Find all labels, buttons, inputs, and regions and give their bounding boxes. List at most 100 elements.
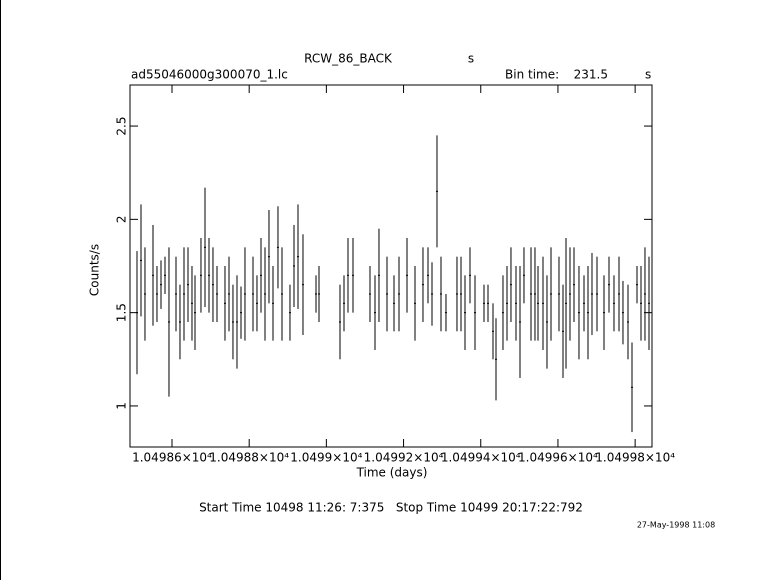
data-point	[572, 284, 575, 286]
data-point	[565, 302, 568, 304]
data-point	[231, 321, 234, 323]
data-point	[612, 302, 615, 304]
data-point	[568, 293, 571, 295]
data-point	[491, 330, 494, 332]
data-point	[152, 274, 155, 276]
data-point	[135, 312, 138, 314]
file-name: ad55046000g300070_1.lc	[131, 68, 288, 82]
data-point	[435, 190, 438, 192]
data-point	[494, 358, 497, 360]
data-point	[392, 302, 395, 304]
data-point	[193, 312, 196, 314]
data-point	[405, 274, 408, 276]
data-point	[640, 302, 643, 304]
data-point	[618, 293, 621, 295]
time-range: Start Time 10498 11:26: 7:375 Stop Time …	[199, 501, 583, 515]
data-point	[587, 312, 590, 314]
data-point	[459, 293, 462, 295]
data-point	[223, 302, 226, 304]
data-point	[187, 284, 190, 286]
data-point	[280, 293, 283, 295]
data-point	[211, 284, 214, 286]
data-point	[271, 302, 274, 304]
data-point	[626, 321, 629, 323]
title-unit: s	[468, 52, 474, 66]
data-point	[621, 312, 624, 314]
data-point	[239, 312, 242, 314]
data-point	[374, 312, 377, 314]
x-tick-label: 1.0499×10⁴	[290, 451, 362, 465]
data-point	[255, 302, 258, 304]
x-tick-label: 1.04996×10⁴	[518, 451, 598, 465]
data-point	[199, 274, 202, 276]
data-point	[297, 256, 300, 258]
data-point	[398, 293, 401, 295]
data-point	[545, 321, 548, 323]
data-point	[509, 284, 512, 286]
data-point	[167, 321, 170, 323]
data-point	[602, 312, 605, 314]
data-point	[421, 284, 424, 286]
data-point	[464, 312, 467, 314]
data-point	[352, 274, 355, 276]
data-point	[276, 246, 279, 248]
data-point	[474, 312, 477, 314]
data-point	[252, 293, 255, 295]
data-point	[155, 293, 158, 295]
data-point	[235, 321, 238, 323]
x-tick-label: 1.04994×10⁴	[441, 451, 521, 465]
data-point	[301, 284, 304, 286]
x-tick-label: 1.04998×10⁴	[595, 451, 675, 465]
x-tick-label: 1.04988×10⁴	[209, 451, 289, 465]
data-point	[288, 312, 291, 314]
bin-time: 231.5	[574, 68, 608, 82]
data-point	[608, 284, 611, 286]
data-point	[643, 293, 646, 295]
data-point	[501, 312, 504, 314]
data-point	[536, 302, 539, 304]
data-point	[368, 293, 371, 295]
data-point	[635, 284, 638, 286]
x-axis-label: Time (days)	[356, 466, 428, 480]
y-axis-label: Counts/s	[88, 244, 102, 296]
data-point	[227, 293, 230, 295]
data-point	[557, 293, 560, 295]
data-point	[505, 302, 508, 304]
bin-time-unit: s	[645, 68, 651, 82]
data-point	[215, 293, 218, 295]
data-point	[243, 293, 246, 295]
data-point	[542, 302, 545, 304]
chart-title: RCW_86_BACK	[304, 52, 393, 66]
data-point	[318, 293, 321, 295]
data-point	[343, 302, 346, 304]
data-point	[519, 321, 522, 323]
bin-time-label: Bin time:	[505, 68, 559, 82]
data-point	[159, 284, 162, 286]
y-tick-label: 2.5	[115, 117, 129, 136]
data-point	[175, 293, 178, 295]
y-tick-label: 1.5	[115, 303, 129, 322]
data-point	[533, 293, 536, 295]
data-point	[487, 302, 490, 304]
data-point	[582, 302, 585, 304]
data-point	[482, 302, 485, 304]
data-point	[590, 293, 593, 295]
data-point	[647, 302, 650, 304]
timestamp: 27-May-1998 11:08	[637, 521, 715, 530]
data-point	[549, 293, 552, 295]
data-point	[143, 293, 146, 295]
x-tick-label: 1.04992×10⁴	[364, 451, 444, 465]
data-point	[338, 321, 341, 323]
data-point	[631, 386, 634, 388]
plot-frame	[129, 84, 653, 448]
data-point	[444, 312, 447, 314]
data-point	[139, 259, 142, 261]
data-point	[190, 302, 193, 304]
data-point	[377, 274, 380, 276]
data-point	[182, 293, 185, 295]
data-point	[514, 302, 517, 304]
data-point	[561, 330, 564, 332]
data-point	[267, 256, 270, 258]
data-point	[468, 274, 471, 276]
